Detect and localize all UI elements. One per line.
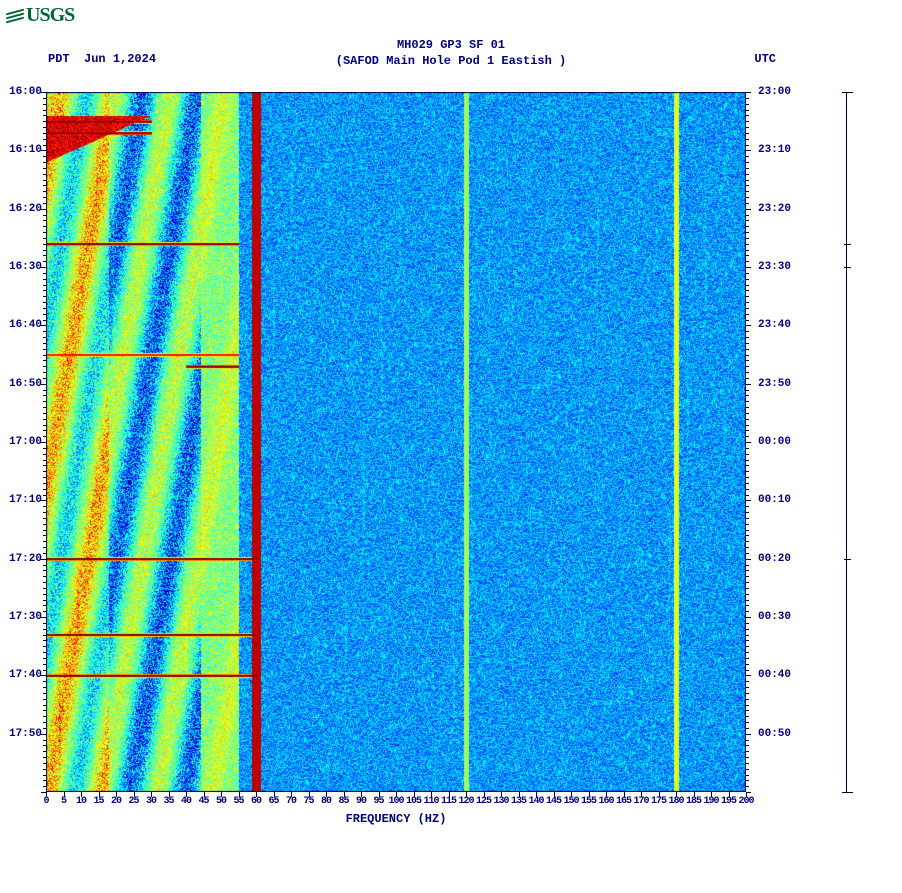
- freq-label: 25: [128, 796, 138, 807]
- side-event-track: [846, 92, 849, 792]
- utc-time-label: 00:50: [758, 728, 791, 740]
- freq-label: 20: [111, 796, 121, 807]
- freq-label: 40: [181, 796, 191, 807]
- freq-label: 75: [303, 796, 313, 807]
- freq-label: 0: [43, 796, 48, 807]
- freq-label: 185: [686, 796, 701, 807]
- utc-time-label: 23:10: [758, 144, 791, 156]
- pdt-time-label: 16:50: [9, 378, 42, 390]
- freq-label: 45: [198, 796, 208, 807]
- utc-time-label: 00:40: [758, 669, 791, 681]
- freq-label: 70: [286, 796, 296, 807]
- y-axis-pdt-labels: 16:0016:1016:2016:3016:4016:5017:0017:10…: [0, 92, 44, 792]
- utc-time-label: 00:20: [758, 553, 791, 565]
- freq-label: 175: [651, 796, 666, 807]
- spectrogram-canvas: [46, 92, 746, 792]
- tz-date-left: PDT Jun 1,2024: [48, 52, 156, 66]
- utc-time-label: 00:30: [758, 611, 791, 623]
- page-root: USGS MH029 GP3 SF 01 (SAFOD Main Hole Po…: [0, 0, 902, 893]
- top-tz-row: PDT Jun 1,2024 UTC: [0, 52, 902, 66]
- freq-label: 15: [93, 796, 103, 807]
- freq-label: 50: [216, 796, 226, 807]
- freq-label: 5: [61, 796, 66, 807]
- freq-label: 200: [738, 796, 753, 807]
- utc-time-label: 23:40: [758, 319, 791, 331]
- freq-label: 10: [76, 796, 86, 807]
- freq-label: 155: [581, 796, 596, 807]
- freq-label: 160: [598, 796, 613, 807]
- utc-time-label: 23:30: [758, 261, 791, 273]
- freq-label: 150: [563, 796, 578, 807]
- utc-time-label: 23:50: [758, 378, 791, 390]
- pdt-time-label: 17:10: [9, 494, 42, 506]
- freq-label: 55: [233, 796, 243, 807]
- freq-label: 110: [423, 796, 438, 807]
- freq-label: 100: [388, 796, 403, 807]
- freq-label: 60: [251, 796, 261, 807]
- usgs-logo: USGS: [6, 4, 74, 27]
- y-ticks-right: [746, 92, 751, 792]
- freq-label: 95: [373, 796, 383, 807]
- freq-label: 135: [511, 796, 526, 807]
- freq-label: 165: [616, 796, 631, 807]
- utc-time-label: 00:00: [758, 436, 791, 448]
- tz-right: UTC: [754, 52, 776, 66]
- pdt-time-label: 16:30: [9, 261, 42, 273]
- freq-label: 35: [163, 796, 173, 807]
- freq-label: 195: [721, 796, 736, 807]
- utc-time-label: 00:10: [758, 494, 791, 506]
- freq-label: 180: [668, 796, 683, 807]
- freq-label: 115: [441, 796, 456, 807]
- freq-label: 120: [458, 796, 473, 807]
- freq-label: 140: [528, 796, 543, 807]
- usgs-logo-text: USGS: [26, 4, 74, 27]
- freq-label: 125: [476, 796, 491, 807]
- freq-label: 90: [356, 796, 366, 807]
- x-axis-title: FREQUENCY (HZ): [46, 812, 746, 826]
- pdt-time-label: 16:10: [9, 144, 42, 156]
- pdt-time-label: 17:40: [9, 669, 42, 681]
- freq-label: 145: [546, 796, 561, 807]
- freq-label: 80: [321, 796, 331, 807]
- pdt-time-label: 16:00: [9, 86, 42, 98]
- spectrogram-plot: [46, 92, 746, 792]
- freq-label: 105: [406, 796, 421, 807]
- freq-label: 85: [338, 796, 348, 807]
- x-axis-labels: 0 5 10 15 20 25 30 35 40 45 50 55 60 65 70 75 80 85 90 95 10…: [46, 796, 746, 812]
- y-axis-utc-labels: 23:0023:1023:2023:3023:4023:5000:0000:10…: [756, 92, 802, 792]
- freq-label: 170: [633, 796, 648, 807]
- pdt-time-label: 17:20: [9, 553, 42, 565]
- freq-label: 30: [146, 796, 156, 807]
- freq-label: 65: [268, 796, 278, 807]
- pdt-time-label: 17:50: [9, 728, 42, 740]
- utc-time-label: 23:00: [758, 86, 791, 98]
- utc-time-label: 23:20: [758, 203, 791, 215]
- pdt-time-label: 16:40: [9, 319, 42, 331]
- freq-label: 130: [493, 796, 508, 807]
- freq-label: 190: [703, 796, 718, 807]
- pdt-time-label: 17:30: [9, 611, 42, 623]
- pdt-time-label: 17:00: [9, 436, 42, 448]
- pdt-time-label: 16:20: [9, 203, 42, 215]
- usgs-wave-icon: [6, 7, 24, 25]
